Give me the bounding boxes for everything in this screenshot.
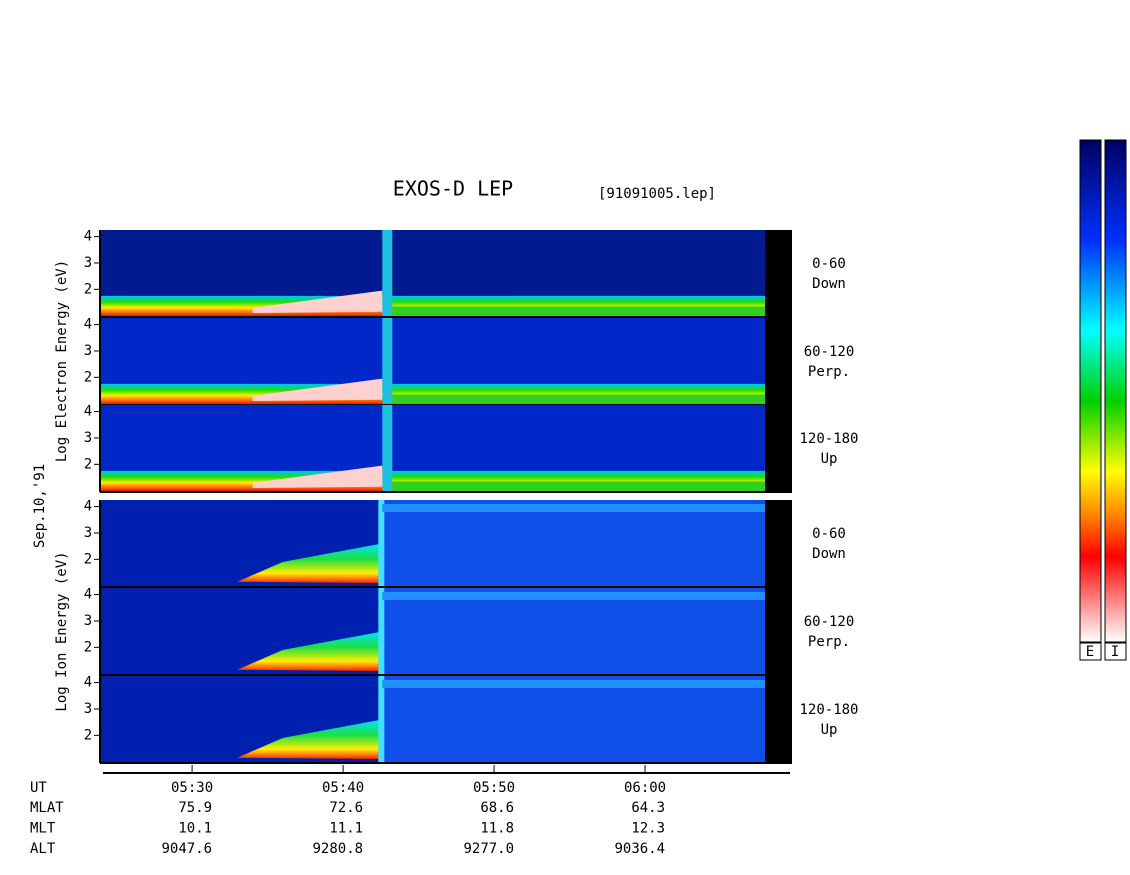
- y-tick-label: 3: [84, 701, 92, 717]
- panel-direction: Up: [821, 722, 838, 738]
- x-axis-label: UT: [30, 780, 47, 796]
- y-tick-label: 2: [84, 727, 92, 743]
- orbit-value: 9047.6: [162, 841, 213, 857]
- colorbar-label-box: [1104, 642, 1127, 661]
- orbit-value: 75.9: [178, 800, 212, 816]
- y-tick-label: 4: [84, 404, 92, 420]
- y-tick-label: 2: [84, 281, 92, 297]
- spectrogram-peak: [252, 290, 383, 314]
- y-tick-label: 4: [84, 587, 92, 603]
- colorbar-label: E: [1086, 644, 1094, 660]
- spectrogram-band: [392, 481, 765, 492]
- x-tick-label: 05:30: [171, 780, 213, 796]
- orbit-value: 64.3: [631, 800, 665, 816]
- orbit-value: 11.8: [480, 821, 514, 837]
- x-tick-label: 05:50: [473, 780, 515, 796]
- y-tick-label: 2: [84, 551, 92, 567]
- y-tick-label: 3: [84, 430, 92, 446]
- date-label: Sep.10,'91: [32, 464, 48, 548]
- orbit-label: MLT: [30, 821, 56, 837]
- orbit-value: 9280.8: [312, 841, 363, 857]
- spectrogram-band: [382, 679, 765, 688]
- y-axis-label: Log Electron Energy (eV): [54, 260, 70, 462]
- colorbar: [1104, 139, 1127, 643]
- x-tick-label: 05:40: [322, 780, 364, 796]
- y-tick-label: 3: [84, 613, 92, 629]
- panel-angle: 60-120: [804, 614, 855, 630]
- panel-direction: Up: [821, 451, 838, 467]
- fill-stripe: [765, 588, 792, 675]
- y-axis-label: Log Ion Energy (eV): [54, 551, 70, 711]
- spectrogram-peak: [252, 378, 383, 402]
- colorbar-label: I: [1111, 644, 1119, 660]
- panel-direction: Down: [812, 276, 846, 292]
- panel-angle: 120-180: [799, 702, 858, 718]
- spectrogram-band: [392, 394, 765, 405]
- y-tick-label: 4: [84, 317, 92, 333]
- orbit-value: 9036.4: [614, 841, 665, 857]
- spectrogram-spike: [378, 588, 385, 675]
- spectrogram-band: [382, 591, 765, 600]
- spectrogram-gap: [382, 230, 393, 317]
- panel-angle: 60-120: [804, 344, 855, 360]
- orbit-label: MLAT: [30, 800, 64, 816]
- fill-stripe: [765, 318, 792, 405]
- fill-stripe: [765, 405, 792, 492]
- y-tick-label: 4: [84, 499, 92, 515]
- y-tick-label: 4: [84, 229, 92, 245]
- fill-stripe: [765, 676, 792, 763]
- y-tick-label: 4: [84, 675, 92, 691]
- file-name: [91091005.lep]: [598, 186, 716, 202]
- colorbar: [1079, 139, 1102, 643]
- spectrogram-blob: [237, 543, 383, 584]
- orbit-value: 10.1: [178, 821, 212, 837]
- y-tick-label: 2: [84, 456, 92, 472]
- panel-angle: 120-180: [799, 431, 858, 447]
- orbit-value: 68.6: [480, 800, 514, 816]
- panel-direction: Perp.: [808, 634, 850, 650]
- fill-stripe: [765, 230, 792, 317]
- spectrogram-background: [382, 500, 765, 587]
- spectrogram-spike: [378, 676, 385, 763]
- chart-title: EXOS-D LEP: [393, 177, 513, 201]
- y-tick-label: 2: [84, 369, 92, 385]
- spectrogram-background: [382, 588, 765, 675]
- spectrogram-gap: [382, 405, 393, 492]
- spectrogram-band: [382, 503, 765, 512]
- spectrogram-gap: [382, 318, 393, 405]
- y-tick-label: 3: [84, 255, 92, 271]
- panel-direction: Down: [812, 546, 846, 562]
- x-tick-label: 06:00: [624, 780, 666, 796]
- orbit-value: 12.3: [631, 821, 665, 837]
- y-tick-label: 2: [84, 639, 92, 655]
- fill-stripe: [765, 500, 792, 587]
- orbit-value: 72.6: [329, 800, 363, 816]
- y-tick-label: 3: [84, 343, 92, 359]
- spectrogram-blob: [237, 719, 383, 760]
- spectrogram-blob: [237, 631, 383, 672]
- spectrogram-background: [382, 676, 765, 763]
- panel-direction: Perp.: [808, 364, 850, 380]
- spectrogram-band: [392, 306, 765, 317]
- orbit-value: 9277.0: [463, 841, 514, 857]
- y-tick-label: 3: [84, 525, 92, 541]
- colorbar-label-box: [1079, 642, 1102, 661]
- orbit-value: 11.1: [329, 821, 363, 837]
- panel-angle: 0-60: [812, 256, 846, 272]
- orbit-label: ALT: [30, 841, 56, 857]
- spectrogram-peak: [252, 465, 383, 489]
- panel-angle: 0-60: [812, 526, 846, 542]
- spectrogram-spike: [378, 500, 385, 587]
